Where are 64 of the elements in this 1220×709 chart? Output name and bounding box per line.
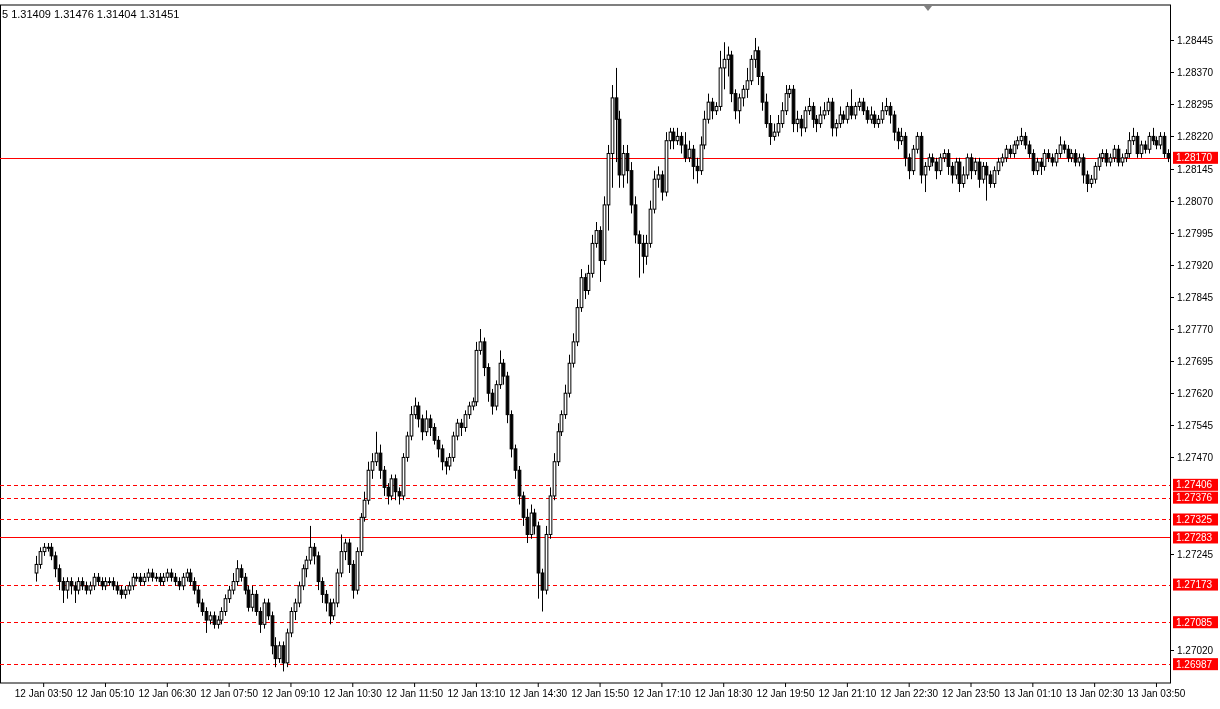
candlestick	[262, 598, 267, 630]
candlestick	[73, 581, 78, 604]
x-tick-label: 13 Jan 03:50	[1127, 688, 1186, 699]
candlestick	[389, 474, 394, 501]
candlestick	[799, 114, 804, 137]
candlestick	[1127, 131, 1132, 159]
x-tick-label: 12 Jan 13:10	[447, 688, 506, 699]
candlestick	[957, 157, 962, 193]
candlestick	[880, 101, 885, 125]
ref-line-label: 1.27085	[1176, 616, 1213, 628]
y-tick-label: 1.28145	[1177, 164, 1214, 175]
y-tick-label: 1.27845	[1177, 292, 1214, 303]
candlestick	[250, 585, 255, 613]
x-tick-label: 12 Jan 17:10	[632, 688, 692, 699]
x-tick-label: 13 Jan 01:10	[1003, 688, 1063, 699]
ref-line-label: 1.27173	[1176, 579, 1213, 591]
y-tick-label: 1.27920	[1177, 260, 1214, 271]
x-tick-label: 12 Jan 19:50	[756, 688, 815, 699]
x-tick-label: 12 Jan 15:50	[571, 688, 630, 699]
x-tick-label: 12 Jan 14:30	[509, 688, 568, 699]
x-tick-label: 12 Jan 07:50	[200, 688, 259, 699]
candlestick	[683, 131, 688, 163]
ref-line-label: 1.27406	[1176, 479, 1213, 491]
y-tick-label: 1.28070	[1177, 196, 1214, 207]
x-tick-label: 12 Jan 18:30	[694, 688, 754, 699]
candlestick	[934, 157, 939, 180]
x-tick-label: 12 Jan 21:10	[818, 688, 877, 699]
y-tick-label: 1.27245	[1177, 549, 1214, 560]
candlestick	[687, 140, 692, 163]
x-tick-label: 12 Jan 09:10	[262, 688, 321, 699]
candlestick	[277, 640, 282, 664]
candlestick	[818, 105, 823, 129]
x-tick-label: 12 Jan 03:50	[14, 688, 74, 699]
y-tick-label: 1.28445	[1177, 35, 1214, 46]
candlestick	[811, 101, 816, 129]
y-tick-label: 1.28220	[1177, 131, 1214, 142]
ref-line-label: 1.26987	[1176, 658, 1213, 670]
ref-line-label: 1.27283	[1176, 531, 1213, 543]
x-tick-label: 12 Jan 22:30	[880, 688, 939, 699]
y-tick-label: 1.27995	[1177, 228, 1214, 239]
candlestick	[529, 504, 534, 540]
y-tick-label: 1.27695	[1177, 356, 1214, 367]
ref-line-label: 1.27376	[1176, 492, 1213, 504]
y-tick-label: 1.27470	[1177, 452, 1214, 463]
x-tick-label: 13 Jan 02:30	[1065, 688, 1124, 699]
x-tick-label: 12 Jan 06:30	[138, 688, 197, 699]
y-tick-label: 1.27020	[1177, 645, 1214, 656]
y-tick-label: 1.28370	[1177, 67, 1214, 78]
x-tick-label: 12 Jan 11:50	[386, 688, 444, 699]
x-tick-label: 12 Jan 23:50	[942, 688, 1001, 699]
candlestick	[954, 157, 959, 180]
y-tick-label: 1.27545	[1177, 420, 1214, 431]
candlestick	[938, 153, 943, 176]
y-tick-label: 1.27620	[1177, 388, 1214, 399]
candlestick	[393, 474, 398, 501]
x-tick-label: 12 Jan 05:10	[76, 688, 135, 699]
y-tick-label: 1.27770	[1177, 324, 1214, 335]
candlestick	[691, 144, 696, 180]
ref-line-label: 1.27325	[1176, 513, 1213, 525]
chart-title: 5 1.31409 1.31476 1.31404 1.31451	[2, 8, 180, 20]
x-tick-label: 12 Jan 10:30	[323, 688, 383, 699]
ref-line-label: 1.28170	[1176, 152, 1213, 164]
candlestick	[424, 409, 429, 437]
y-tick-label: 1.28295	[1177, 99, 1214, 110]
